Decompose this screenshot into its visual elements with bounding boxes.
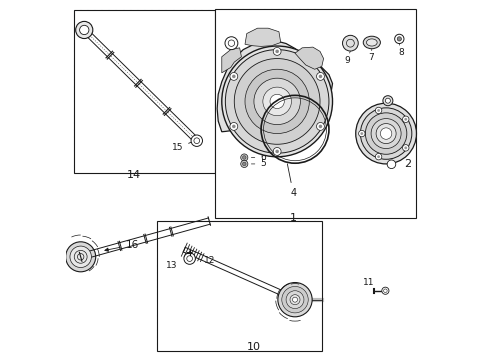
Circle shape	[382, 287, 389, 294]
Circle shape	[191, 135, 202, 147]
Bar	[157, 221, 322, 351]
Circle shape	[359, 130, 365, 137]
Circle shape	[290, 295, 300, 305]
Circle shape	[394, 34, 404, 44]
Bar	[74, 10, 215, 173]
Text: 12: 12	[198, 256, 215, 265]
Text: 7: 7	[368, 49, 374, 62]
Polygon shape	[295, 47, 323, 69]
Text: 9: 9	[344, 51, 350, 65]
Text: 2: 2	[404, 159, 411, 170]
Circle shape	[234, 59, 320, 144]
Circle shape	[243, 162, 246, 166]
Circle shape	[241, 154, 248, 161]
Circle shape	[403, 145, 409, 151]
Circle shape	[377, 109, 380, 112]
Text: 13: 13	[166, 261, 177, 270]
Text: 4: 4	[287, 164, 296, 198]
Circle shape	[317, 122, 324, 130]
Circle shape	[243, 156, 246, 159]
Circle shape	[397, 37, 401, 41]
Circle shape	[360, 132, 363, 135]
Text: 11: 11	[363, 278, 375, 287]
Circle shape	[317, 72, 324, 80]
Circle shape	[66, 242, 96, 272]
Circle shape	[232, 125, 236, 128]
Text: 1: 1	[290, 213, 297, 223]
Circle shape	[263, 87, 292, 116]
Text: 3: 3	[383, 100, 389, 111]
Circle shape	[254, 78, 300, 125]
Text: 10: 10	[247, 342, 261, 352]
Bar	[215, 9, 416, 217]
Circle shape	[230, 72, 238, 80]
Circle shape	[241, 160, 248, 167]
Circle shape	[375, 107, 382, 114]
Circle shape	[232, 75, 236, 78]
Circle shape	[375, 153, 382, 160]
Circle shape	[270, 94, 284, 109]
Circle shape	[278, 283, 312, 317]
Circle shape	[230, 122, 238, 130]
Circle shape	[286, 291, 304, 309]
Circle shape	[225, 50, 329, 153]
Circle shape	[275, 150, 279, 153]
Circle shape	[380, 128, 392, 139]
Circle shape	[376, 123, 396, 144]
Text: 16: 16	[105, 240, 139, 251]
Circle shape	[273, 48, 281, 55]
Text: 6: 6	[251, 153, 266, 162]
Circle shape	[377, 155, 380, 158]
Circle shape	[403, 116, 409, 122]
Text: 14: 14	[127, 170, 141, 180]
Circle shape	[273, 148, 281, 156]
Circle shape	[225, 37, 238, 50]
Circle shape	[222, 46, 333, 157]
Text: 5: 5	[251, 159, 266, 168]
Polygon shape	[245, 28, 281, 46]
Circle shape	[371, 118, 401, 149]
Circle shape	[318, 75, 322, 78]
Circle shape	[282, 287, 308, 313]
Ellipse shape	[363, 36, 380, 49]
Circle shape	[318, 125, 322, 128]
Circle shape	[404, 147, 407, 149]
Polygon shape	[222, 48, 242, 73]
Circle shape	[75, 21, 93, 39]
Ellipse shape	[367, 39, 377, 46]
Circle shape	[184, 253, 196, 264]
Circle shape	[293, 297, 297, 302]
Circle shape	[79, 25, 89, 35]
Circle shape	[70, 246, 92, 267]
Circle shape	[383, 96, 393, 106]
Circle shape	[386, 98, 391, 103]
Circle shape	[356, 103, 416, 164]
Text: 8: 8	[398, 44, 404, 57]
Polygon shape	[217, 41, 333, 134]
Circle shape	[404, 118, 407, 121]
Circle shape	[366, 113, 407, 154]
Circle shape	[343, 35, 358, 51]
Circle shape	[77, 253, 84, 260]
Circle shape	[275, 50, 279, 53]
Circle shape	[74, 250, 87, 263]
Circle shape	[245, 69, 309, 134]
Circle shape	[387, 160, 396, 168]
Text: 15: 15	[172, 142, 193, 152]
Circle shape	[360, 108, 412, 159]
